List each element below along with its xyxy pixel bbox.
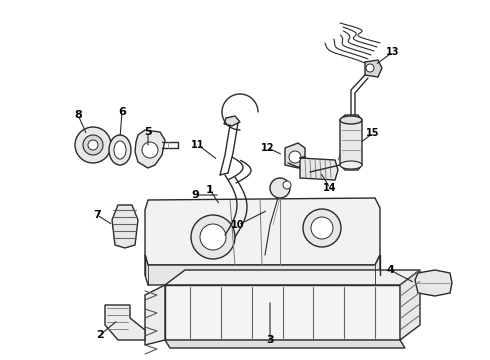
Polygon shape: [145, 198, 380, 265]
Text: 4: 4: [386, 265, 394, 275]
Circle shape: [303, 209, 341, 247]
Text: 13: 13: [386, 47, 400, 57]
Polygon shape: [285, 143, 305, 168]
Polygon shape: [145, 255, 380, 285]
Polygon shape: [165, 270, 420, 285]
Text: 15: 15: [366, 128, 380, 138]
Text: 14: 14: [323, 183, 337, 193]
Text: 1: 1: [206, 185, 214, 195]
Text: 11: 11: [191, 140, 205, 150]
Circle shape: [191, 215, 235, 259]
Ellipse shape: [340, 161, 362, 169]
Polygon shape: [365, 60, 382, 77]
Text: 12: 12: [261, 143, 275, 153]
Circle shape: [289, 151, 301, 163]
Circle shape: [366, 64, 374, 72]
Circle shape: [283, 181, 291, 189]
Polygon shape: [112, 205, 138, 248]
Circle shape: [75, 127, 111, 163]
Ellipse shape: [114, 141, 126, 159]
Circle shape: [83, 135, 103, 155]
Polygon shape: [224, 116, 240, 126]
Text: 9: 9: [191, 190, 199, 200]
Circle shape: [142, 142, 158, 158]
Ellipse shape: [340, 116, 362, 124]
Polygon shape: [415, 270, 452, 296]
Ellipse shape: [109, 135, 131, 165]
Polygon shape: [165, 285, 400, 340]
Circle shape: [200, 224, 226, 250]
Polygon shape: [300, 158, 338, 180]
Text: 3: 3: [266, 335, 274, 345]
Circle shape: [270, 178, 290, 198]
Polygon shape: [145, 285, 165, 345]
Text: 6: 6: [118, 107, 126, 117]
Polygon shape: [135, 130, 165, 168]
Text: 5: 5: [144, 127, 152, 137]
Polygon shape: [400, 270, 420, 340]
Text: 7: 7: [93, 210, 101, 220]
Polygon shape: [165, 340, 405, 348]
Circle shape: [311, 217, 333, 239]
Text: 2: 2: [96, 330, 104, 340]
Circle shape: [88, 140, 98, 150]
Text: 10: 10: [231, 220, 245, 230]
Polygon shape: [105, 305, 145, 340]
Text: 8: 8: [74, 110, 82, 120]
Polygon shape: [340, 115, 362, 170]
